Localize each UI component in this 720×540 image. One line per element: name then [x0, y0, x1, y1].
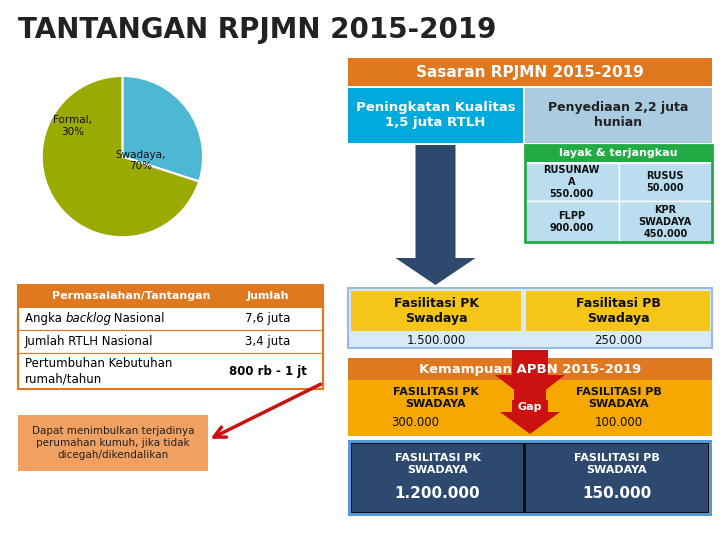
Text: Permasalahan/Tantangan: Permasalahan/Tantangan: [52, 291, 210, 301]
Text: TANTANGAN RPJMN 2015-2019: TANTANGAN RPJMN 2015-2019: [18, 16, 496, 44]
Text: Jumlah: Jumlah: [247, 291, 289, 301]
Text: 7,6 juta: 7,6 juta: [246, 312, 291, 325]
Bar: [526, 444, 708, 512]
Text: Jumlah RTLH Nasional: Jumlah RTLH Nasional: [25, 335, 153, 348]
Bar: [352, 444, 523, 512]
Text: Dapat menimbulkan terjadinya
perumahan kumuh, jika tidak
dicegah/dikendalikan: Dapat menimbulkan terjadinya perumahan k…: [32, 427, 194, 460]
Text: Kemampuan APBN 2015-2019: Kemampuan APBN 2015-2019: [419, 362, 641, 375]
Wedge shape: [42, 76, 199, 237]
Bar: [18, 330, 323, 353]
Bar: [348, 358, 712, 380]
Text: Penyediaan 2,2 juta
hunian: Penyediaan 2,2 juta hunian: [549, 101, 689, 129]
Text: Fasilitasi PB
Swadaya: Fasilitasi PB Swadaya: [575, 297, 660, 325]
Text: Gap: Gap: [518, 402, 542, 412]
Bar: [348, 440, 712, 516]
Bar: [525, 145, 712, 162]
Bar: [18, 307, 323, 330]
Text: RUSUNAW
A
550.000: RUSUNAW A 550.000: [544, 165, 600, 199]
Bar: [618, 201, 712, 243]
Text: 1.200.000: 1.200.000: [395, 487, 480, 502]
Bar: [18, 285, 323, 307]
Bar: [348, 88, 523, 143]
Text: RUSUS
50.000: RUSUS 50.000: [647, 171, 684, 193]
Bar: [348, 288, 712, 348]
Text: Pertumbuhan Kebutuhan
rumah/tahun: Pertumbuhan Kebutuhan rumah/tahun: [25, 357, 172, 385]
Text: 800 rb - 1 jt: 800 rb - 1 jt: [229, 364, 307, 377]
Bar: [348, 380, 712, 436]
Text: Nasional: Nasional: [110, 312, 164, 325]
Polygon shape: [495, 350, 565, 402]
Bar: [618, 163, 712, 201]
Text: Formal,
30%: Formal, 30%: [53, 115, 92, 137]
Text: 1.500.000: 1.500.000: [406, 334, 466, 347]
Text: FASILITASI PB
SWADAYA: FASILITASI PB SWADAYA: [575, 387, 662, 409]
Bar: [525, 201, 618, 243]
Text: Sasaran RPJMN 2015-2019: Sasaran RPJMN 2015-2019: [416, 64, 644, 79]
Bar: [512, 400, 548, 414]
Bar: [525, 145, 712, 242]
Bar: [348, 58, 712, 86]
Bar: [18, 353, 323, 389]
Text: FASILITASI PK
SWADAYA: FASILITASI PK SWADAYA: [395, 453, 480, 475]
Wedge shape: [122, 76, 203, 181]
Bar: [18, 285, 323, 389]
Bar: [18, 415, 208, 471]
Bar: [351, 443, 709, 513]
Text: 250.000: 250.000: [594, 334, 642, 347]
Polygon shape: [395, 145, 475, 285]
Text: layak & terjangkau: layak & terjangkau: [559, 148, 678, 158]
Bar: [351, 291, 521, 331]
Text: 3,4 juta: 3,4 juta: [246, 335, 291, 348]
Bar: [525, 88, 712, 143]
Polygon shape: [500, 390, 560, 434]
Text: backlog: backlog: [66, 312, 112, 325]
Text: Angka: Angka: [25, 312, 66, 325]
Text: Peningkatan Kualitas
1,5 juta RTLH: Peningkatan Kualitas 1,5 juta RTLH: [356, 101, 516, 129]
Text: FASILITASI PK
SWADAYA: FASILITASI PK SWADAYA: [392, 387, 478, 409]
Text: 300.000: 300.000: [392, 415, 439, 429]
Bar: [525, 163, 618, 201]
Text: Fasilitasi PK
Swadaya: Fasilitasi PK Swadaya: [394, 297, 479, 325]
Text: FASILITASI PB
SWADAYA: FASILITASI PB SWADAYA: [574, 453, 660, 475]
Text: 150.000: 150.000: [582, 487, 652, 502]
Text: 100.000: 100.000: [595, 415, 642, 429]
Bar: [526, 291, 710, 331]
Text: Swadaya,
70%: Swadaya, 70%: [115, 150, 166, 171]
Text: KPR
SWADAYA
450.000: KPR SWADAYA 450.000: [639, 205, 692, 239]
Text: FLPP
900.000: FLPP 900.000: [549, 211, 594, 233]
